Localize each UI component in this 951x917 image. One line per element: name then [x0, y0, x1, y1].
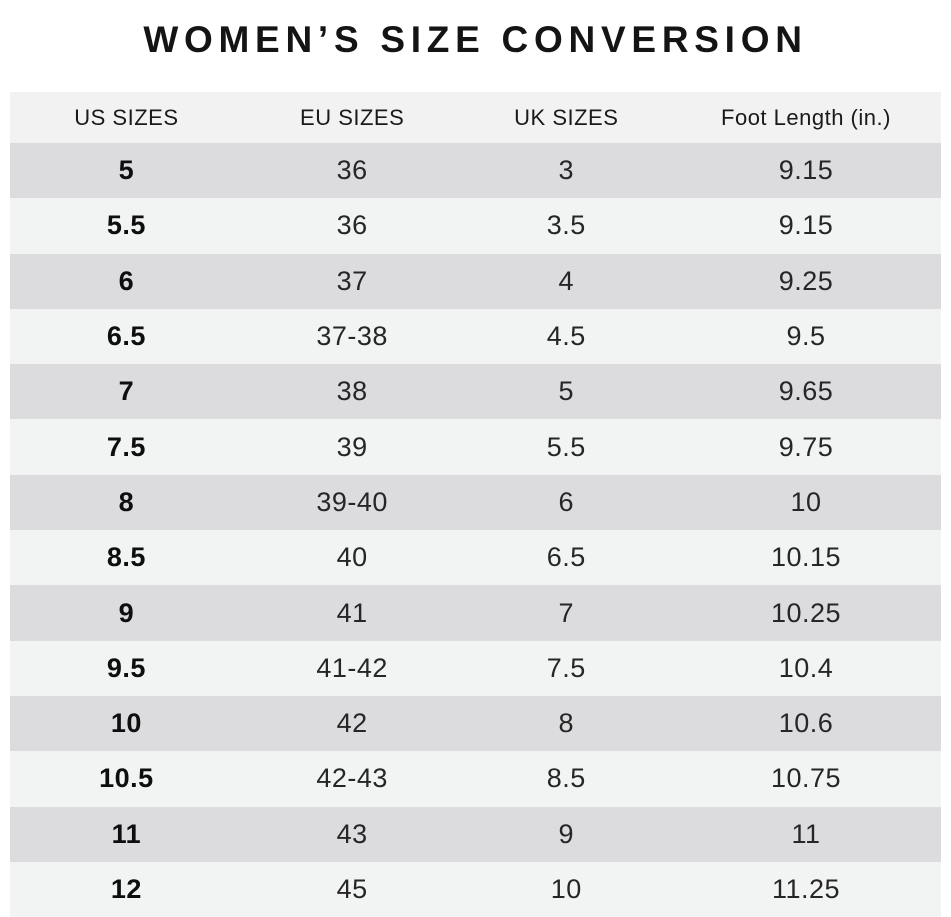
table-cell: 8.5: [546, 763, 586, 794]
table-cell: 6.5: [546, 542, 586, 573]
table-row: 7.5 39 5.5 9.75: [10, 419, 941, 475]
table-cell: 5.5: [546, 431, 586, 462]
column-header: EU SIZES: [300, 104, 405, 130]
table-cell: 41-42: [316, 652, 388, 683]
table-cell: 9: [118, 597, 135, 628]
table-cell: 9.5: [786, 321, 826, 352]
table-cell: 42-43: [316, 763, 388, 794]
table-cell: 10: [550, 874, 582, 904]
table-cell: 10.6: [778, 708, 834, 739]
table-row: 6.5 37-38 4.5 9.5: [10, 308, 941, 365]
table-cell: 10: [110, 708, 142, 739]
table-cell: 7.5: [546, 652, 586, 683]
table-cell: 5.5: [106, 210, 146, 241]
table-body: 5 36 3 9.15 5.5 36 3.5 9.15 6 37 4 9.25 6.5 37-38 4.5 9…: [10, 143, 941, 917]
table-row: 9 41 7 10.25: [10, 585, 941, 641]
table-cell: 9.25: [778, 265, 834, 296]
table-cell: 38: [336, 376, 368, 407]
table-cell: 6: [558, 486, 575, 517]
table-cell: 4: [558, 265, 575, 296]
table-cell: 7: [118, 376, 135, 407]
table-row: 10.5 42-43 8.5 10.75: [10, 751, 941, 807]
table-cell: 3: [558, 155, 575, 186]
table-cell: 36: [336, 155, 368, 186]
table-cell: 12: [110, 874, 142, 904]
table-cell: 7.5: [106, 431, 146, 462]
column-header: US SIZES: [74, 104, 179, 130]
table-cell: 6.5: [106, 321, 146, 352]
table-cell: 9.15: [778, 155, 834, 186]
table-cell: 37: [336, 265, 368, 296]
table-cell: 40: [336, 542, 368, 573]
table-row: 8 39-40 6 10: [10, 474, 941, 531]
table-cell: 41: [336, 597, 368, 628]
table-cell: 10.75: [770, 763, 842, 794]
table-cell: 7: [558, 597, 575, 628]
column-header: Foot Length (in.): [721, 104, 891, 130]
table-cell: 3.5: [546, 210, 586, 241]
table-row: 10 42 8 10.6: [10, 695, 941, 752]
table-cell: 39-40: [316, 486, 388, 517]
table-cell: 36: [336, 210, 368, 241]
table-header-row: US SIZES EU SIZES UK SIZES Foot Length (in.…: [10, 92, 941, 143]
table-row: 5 36 3 9.15: [10, 143, 941, 199]
table-cell: 42: [336, 708, 368, 739]
table-cell: 8: [118, 486, 135, 517]
table-cell: 11: [791, 818, 821, 849]
table-cell: 10.5: [99, 763, 154, 794]
table-cell: 9: [558, 818, 575, 849]
table-cell: 8: [558, 708, 575, 739]
size-conversion-table: US SIZES EU SIZES UK SIZES Foot Length (in.…: [10, 92, 941, 917]
table-cell: 10.4: [778, 652, 834, 683]
table-cell: 10.25: [770, 597, 842, 628]
page-title: WOMEN’S SIZE CONVERSION: [143, 19, 808, 60]
table-row: 8.5 40 6.5 10.15: [10, 530, 941, 586]
table-cell: 45: [336, 874, 368, 904]
table-cell: 10: [790, 486, 822, 517]
table-cell: 11: [111, 818, 142, 849]
table-cell: 11.25: [771, 874, 841, 904]
table-row: 12 45 10 11.25: [10, 861, 941, 917]
table-cell: 9.75: [778, 431, 834, 462]
table-cell: 4.5: [546, 321, 586, 352]
table-row: 7 38 5 9.65: [10, 364, 941, 420]
table-row: 9.5 41-42 7.5 10.4: [10, 640, 941, 696]
table-cell: 10.15: [770, 542, 842, 573]
table-cell: 6: [118, 265, 135, 296]
table-row: 6 37 4 9.25: [10, 253, 941, 309]
column-header: UK SIZES: [514, 104, 619, 130]
table-cell: 9.65: [778, 376, 834, 407]
table-cell: 37-38: [316, 321, 388, 352]
table-cell: 8.5: [106, 542, 146, 573]
table-cell: 5: [118, 155, 135, 186]
table-cell: 9.5: [106, 652, 146, 683]
table-cell: 43: [336, 818, 368, 849]
table-row: 5.5 36 3.5 9.15: [10, 198, 941, 254]
table-cell: 5: [558, 376, 575, 407]
table-cell: 39: [336, 431, 368, 462]
table-row: 11 43 9 11: [10, 806, 941, 862]
table-cell: 9.15: [778, 210, 834, 241]
